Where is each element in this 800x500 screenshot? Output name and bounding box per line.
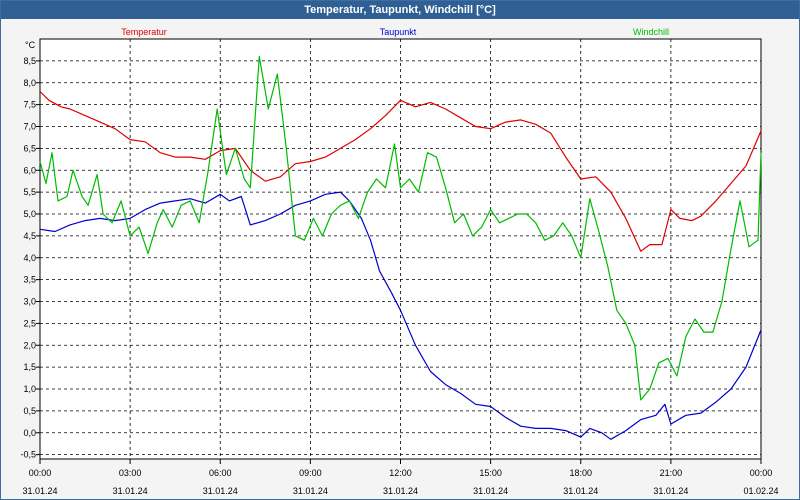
x-tick-time-label: 12:00 [389,468,412,478]
x-tick-time-label: 18:00 [569,468,592,478]
y-axis: °C -0,5 0,0 0,5 1,0 1,5 2,0 2,5 3,0 3,5 4,0 4,5 5,0… [20,40,40,460]
y-tick-label: 8,5 [23,56,36,66]
y-tick-label: 1,0 [23,384,36,394]
x-tick-date-label: 01.02.24 [743,486,778,496]
y-tick-label: 7,0 [23,122,36,132]
x-tick-time-label: 21:00 [660,468,683,478]
x-tick-time-label: 06:00 [209,468,232,478]
x-tick-time-label: 00:00 [750,468,773,478]
x-tick-time-label: 09:00 [299,468,322,478]
y-tick-label: 6,5 [23,143,36,153]
legend-entry-temperatur: Temperatur [121,27,167,37]
y-tick-label: 6,0 [23,165,36,175]
y-tick-label: 4,0 [23,253,36,263]
y-tick-label: 5,5 [23,187,36,197]
grid-lines [40,39,761,459]
x-tick-date-label: 31.01.24 [113,486,148,496]
series-line-temperatur [39,91,762,252]
y-tick-label: 4,5 [23,231,36,241]
chart-title: Temperatur, Taupunkt, Windchill [°C] [1,1,799,19]
y-tick-label: 0,5 [23,406,36,416]
x-tick-time-label: 03:00 [119,468,142,478]
x-tick-date-label: 31.01.24 [473,486,508,496]
series-layer [39,55,762,440]
y-tick-label: 2,5 [23,318,36,328]
x-tick-date-label: 31.01.24 [653,486,688,496]
legend-entry-taupunkt: Taupunkt [380,27,417,37]
x-tick-date-label: 31.01.24 [563,486,598,496]
x-tick-date-label: 31.01.24 [22,486,57,496]
x-tick-date-label: 31.01.24 [293,486,328,496]
y-tick-label: 8,0 [23,78,36,88]
y-tick-label: 5,0 [23,209,36,219]
chart-canvas: °C -0,5 0,0 0,5 1,0 1,5 2,0 2,5 3,0 3,5 4,0 4,5 5,0… [20,27,779,496]
series-line-taupunkt [39,191,762,440]
y-tick-label: -0,5 [20,450,36,460]
y-tick-label: 3,0 [23,297,36,307]
y-axis-unit-label: °C [25,40,36,50]
y-tick-label: 2,0 [23,340,36,350]
y-tick-label: 3,5 [23,275,36,285]
y-tick-label: 7,5 [23,100,36,110]
y-tick-label: 1,5 [23,362,36,372]
x-tick-date-label: 31.01.24 [203,486,238,496]
x-axis: 00:00 31.01.24 03:00 31.01.24 06:00 31.01.24 0… [22,459,779,496]
legend-entry-windchill: Windchill [633,27,669,37]
series-line-windchill [39,55,762,401]
x-tick-date-label: 31.01.24 [383,486,418,496]
x-tick-time-label: 15:00 [479,468,502,478]
y-tick-label: 0,0 [23,428,36,438]
x-tick-time-label: 00:00 [29,468,52,478]
legend: Temperatur Taupunkt Windchill [121,27,669,37]
